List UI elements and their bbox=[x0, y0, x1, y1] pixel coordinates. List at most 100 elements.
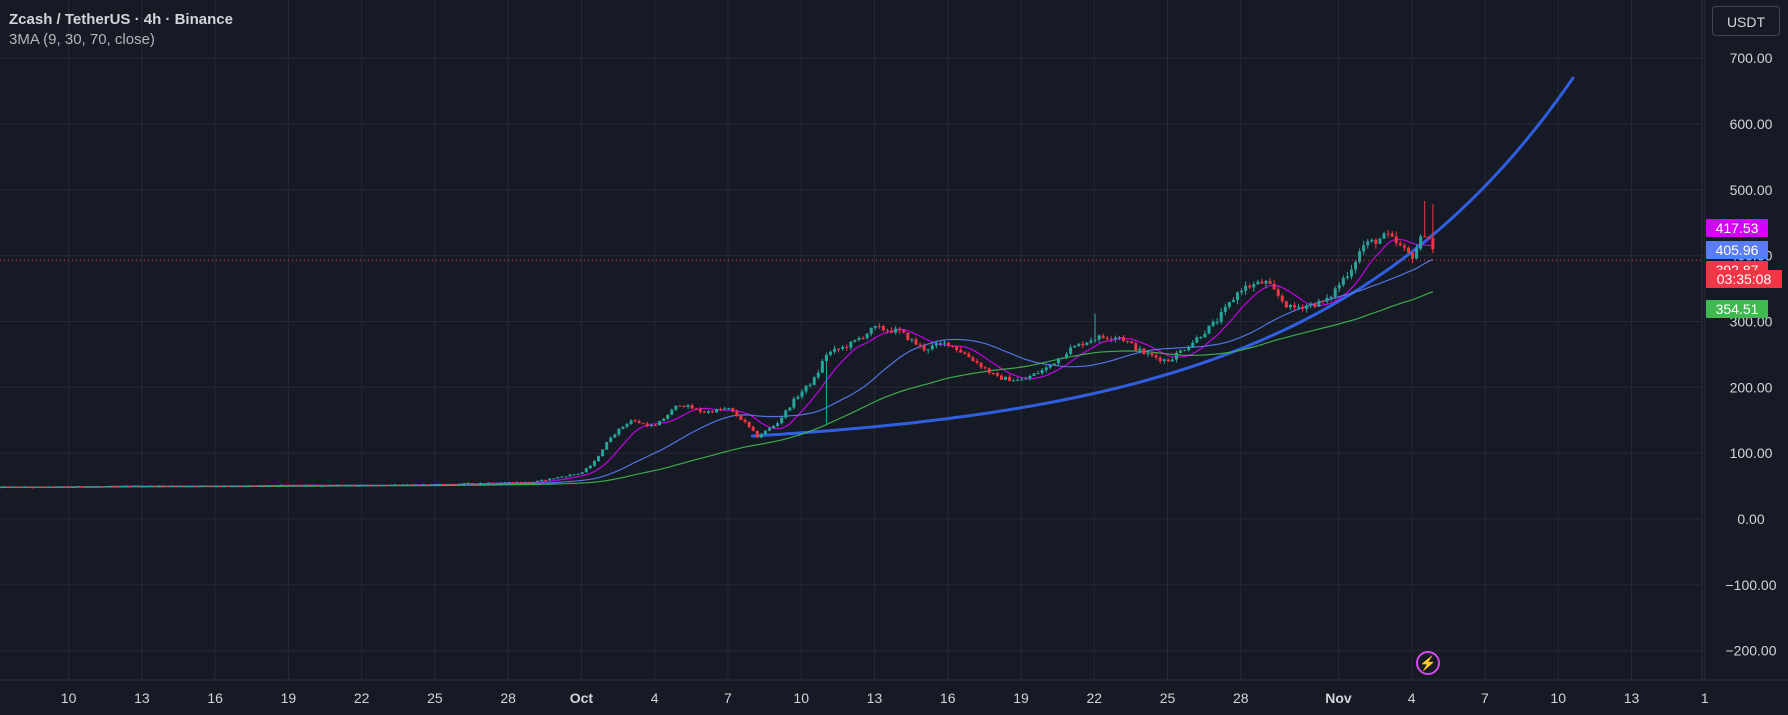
candle-body bbox=[853, 339, 857, 342]
candle-body bbox=[413, 484, 417, 486]
candle-body bbox=[15, 487, 19, 489]
candle-body bbox=[926, 349, 930, 351]
candle-body bbox=[1012, 380, 1016, 382]
price-label-bg bbox=[1706, 300, 1768, 318]
candle-body bbox=[649, 425, 653, 427]
candle-body bbox=[1211, 321, 1215, 326]
candle-body bbox=[739, 415, 743, 420]
candle-body bbox=[776, 423, 780, 426]
candle-body bbox=[780, 417, 784, 424]
candle-body bbox=[503, 482, 507, 484]
candle-body bbox=[523, 481, 527, 483]
candle-body bbox=[389, 484, 393, 486]
candle-body bbox=[487, 482, 491, 484]
candle-body bbox=[438, 484, 442, 486]
candle-body bbox=[275, 485, 279, 487]
x-tick-label: 19 bbox=[281, 690, 297, 706]
candle-body bbox=[1215, 321, 1219, 323]
candle-body bbox=[1020, 379, 1024, 381]
candle-body bbox=[1431, 238, 1435, 250]
candle-body bbox=[1248, 285, 1252, 288]
candle-body bbox=[1085, 342, 1089, 346]
candle-body bbox=[698, 408, 702, 412]
candle-body bbox=[104, 486, 108, 488]
candle-body bbox=[963, 352, 967, 354]
candle-body bbox=[645, 423, 649, 427]
candle-body bbox=[584, 468, 588, 473]
x-tick-label: 22 bbox=[354, 690, 370, 706]
candle-body bbox=[829, 351, 833, 355]
candle-body bbox=[124, 485, 128, 487]
candle-body bbox=[1036, 373, 1040, 375]
candle-body bbox=[511, 482, 515, 484]
candle-body bbox=[1284, 301, 1288, 308]
candle-body bbox=[340, 484, 344, 486]
candle-body bbox=[1183, 350, 1187, 352]
price-label-value: 405.96 bbox=[1716, 242, 1759, 258]
candle-body bbox=[535, 480, 539, 483]
candle-body bbox=[592, 461, 596, 466]
candle-body bbox=[1345, 276, 1349, 278]
candle-body bbox=[316, 485, 320, 487]
candle-body bbox=[185, 486, 189, 488]
candle-body bbox=[1374, 239, 1378, 244]
x-tick-label: 13 bbox=[1624, 690, 1640, 706]
candle-body bbox=[597, 456, 601, 462]
candle-body bbox=[999, 375, 1003, 380]
candle-body bbox=[544, 479, 548, 481]
candle-body bbox=[165, 485, 169, 487]
candle-body bbox=[1187, 347, 1191, 351]
candle-body bbox=[137, 485, 141, 487]
candle-body bbox=[841, 346, 845, 349]
time-axis[interactable]: 10 13 16 19 22 25 28 Oct 4 7 10 13 16 19 22 25 28 Nov 4 7 10… bbox=[61, 690, 1709, 706]
x-tick-label: 25 bbox=[427, 690, 443, 706]
x-tick-label: 16 bbox=[940, 690, 956, 706]
candle-body bbox=[263, 485, 267, 487]
candle-body bbox=[27, 486, 31, 488]
candle-body bbox=[246, 485, 250, 487]
candle-body bbox=[267, 485, 271, 487]
candle-body bbox=[446, 484, 450, 486]
candle-body bbox=[369, 485, 373, 487]
candle-body bbox=[198, 485, 202, 487]
candle-body bbox=[947, 342, 951, 346]
candle-body bbox=[1297, 306, 1301, 308]
symbol-title[interactable]: Zcash / TetherUS · 4h · Binance bbox=[9, 11, 233, 28]
price-axis[interactable]: 700.00600.00500.00400.00300.00200.00100.… bbox=[0, 0, 1788, 681]
candle-body bbox=[108, 485, 112, 487]
candle-body bbox=[426, 484, 430, 486]
candle-body bbox=[755, 430, 759, 438]
candle-body bbox=[621, 426, 625, 429]
candle-body bbox=[458, 483, 462, 485]
candle-body bbox=[295, 484, 299, 486]
candle-body bbox=[0, 487, 2, 489]
candle-body bbox=[625, 423, 629, 427]
candle-body bbox=[690, 405, 694, 409]
candle-body bbox=[251, 485, 255, 487]
candle-body bbox=[1341, 277, 1345, 285]
candle-body bbox=[1077, 343, 1081, 346]
candle-body bbox=[348, 485, 352, 487]
candle-body bbox=[1240, 290, 1244, 293]
candle-body bbox=[617, 428, 621, 435]
candle-body bbox=[1292, 305, 1296, 308]
candle-body bbox=[1223, 306, 1227, 312]
candle-body bbox=[190, 486, 194, 488]
candle-body bbox=[291, 484, 295, 486]
candle-body bbox=[31, 487, 35, 489]
lightning-icon[interactable]: ⚡ bbox=[1416, 651, 1440, 675]
currency-unit-button[interactable]: USDT bbox=[1712, 6, 1780, 36]
candle-body bbox=[1378, 238, 1382, 244]
parabolic-curve[interactable] bbox=[750, 76, 1575, 438]
candle-body bbox=[613, 434, 617, 438]
indicator-legend[interactable]: 3MA (9, 30, 70, close) bbox=[9, 31, 155, 48]
candle-body bbox=[279, 485, 283, 487]
candle-body bbox=[336, 484, 340, 486]
candle-body bbox=[238, 486, 242, 488]
candle-body bbox=[157, 485, 161, 487]
candle-body bbox=[580, 472, 584, 474]
candle-body bbox=[1060, 357, 1064, 359]
candle-body bbox=[1394, 236, 1398, 244]
